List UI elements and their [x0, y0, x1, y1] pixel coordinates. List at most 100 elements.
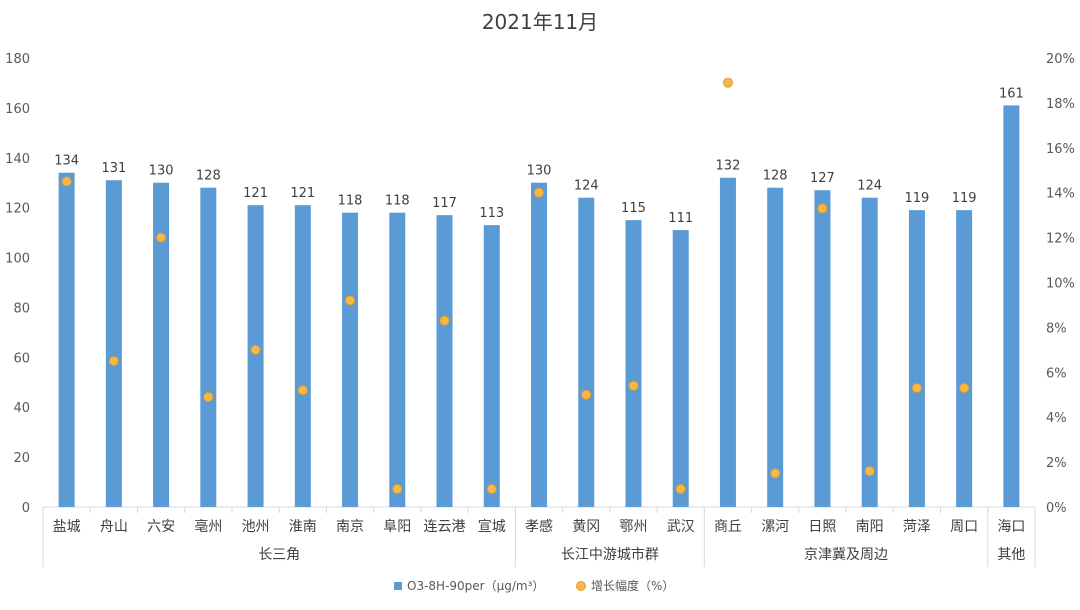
- y-right-tick-label: 2%: [1046, 456, 1067, 471]
- x-category-label: 宣城: [478, 519, 506, 535]
- bar: [200, 187, 217, 507]
- x-category-label: 海口: [997, 519, 1025, 535]
- growth-point: [675, 484, 686, 495]
- growth-point: [345, 295, 356, 306]
- bar-value-label: 113: [479, 206, 504, 221]
- bar-value-label: 119: [904, 191, 929, 206]
- bar-value-label: 118: [385, 194, 410, 209]
- growth-point: [250, 344, 261, 355]
- y-right-tick-label: 20%: [1046, 52, 1075, 67]
- y-left-tick-label: 180: [5, 52, 30, 67]
- bar-value-label: 121: [290, 186, 315, 201]
- bar: [814, 190, 831, 507]
- bar: [483, 225, 500, 507]
- growth-point: [392, 484, 403, 495]
- x-category-label: 南京: [336, 519, 364, 535]
- x-category-label: 池州: [242, 519, 270, 535]
- bar: [58, 172, 75, 507]
- bar: [625, 220, 642, 507]
- bar-value-label: 131: [101, 161, 126, 176]
- bar: [767, 187, 784, 507]
- y-right-tick-label: 18%: [1046, 97, 1075, 112]
- chart-title: 2021年11月: [482, 10, 598, 34]
- x-category-label: 盐城: [53, 519, 81, 535]
- y-left-tick-label: 60: [13, 351, 30, 366]
- group-label: 京津冀及周边: [804, 547, 888, 563]
- bar-value-label: 115: [621, 201, 646, 216]
- x-category-label: 鄂州: [619, 519, 647, 535]
- growth-point: [156, 232, 167, 243]
- y-right-tick-label: 6%: [1046, 366, 1067, 381]
- axes: 0 20 40 60 80 100 120 140 160 180 0% 2% 4% 6% 8% 10% 12%…: [5, 52, 1075, 567]
- bar: [1003, 105, 1020, 508]
- bar: [672, 230, 689, 507]
- y-right-tick-label: 10%: [1046, 277, 1075, 292]
- growth-point: [722, 77, 733, 88]
- x-category-label: 南阳: [856, 519, 884, 535]
- bar-value-label: 127: [810, 171, 835, 186]
- bar-value-label: 119: [952, 191, 977, 206]
- x-category-label: 武汉: [667, 519, 695, 535]
- x-category-label: 菏泽: [903, 519, 931, 535]
- bar: [153, 182, 170, 507]
- legend: O3-8H-90per（μg/m³） 增长幅度（%）: [394, 578, 674, 593]
- bar: [342, 212, 359, 507]
- bar: [531, 182, 547, 507]
- growth-point: [817, 203, 828, 214]
- legend-swatch-dot: [576, 581, 586, 591]
- x-category-label: 舟山: [100, 519, 128, 535]
- bar: [908, 210, 925, 507]
- growth-point: [864, 466, 875, 477]
- bar: [719, 177, 736, 507]
- x-category-label: 亳州: [194, 518, 222, 535]
- y-left-tick-label: 40: [13, 401, 30, 416]
- y-left-tick-label: 140: [5, 152, 30, 167]
- x-category-label: 黄冈: [572, 518, 600, 535]
- bar: [294, 205, 311, 507]
- bar-value-label: 128: [196, 169, 221, 184]
- growth-point: [534, 187, 544, 198]
- y-left-tick-label: 20: [13, 451, 30, 466]
- growth-series: [61, 77, 970, 495]
- y-right-tick-label: 12%: [1046, 232, 1075, 247]
- growth-point: [581, 389, 592, 400]
- x-category-label: 六安: [147, 519, 175, 535]
- bar-value-label: 124: [574, 179, 599, 194]
- growth-point: [911, 383, 922, 394]
- bar-value-label: 124: [857, 179, 882, 194]
- bar-value-label: 117: [432, 196, 457, 211]
- bar-series: 134 131 130 128 121 121 118 118 117 113 130 124 115 1…: [54, 86, 1024, 508]
- growth-point: [61, 176, 72, 187]
- bar: [105, 180, 122, 507]
- bar-value-label: 128: [763, 169, 788, 184]
- y-left-tick-label: 0: [22, 501, 30, 516]
- bar-value-label: 130: [527, 164, 552, 179]
- x-category-label: 连云港: [424, 519, 466, 535]
- legend-swatch-bar: [394, 582, 402, 590]
- y-left-tick-label: 80: [13, 301, 30, 316]
- bar: [861, 197, 878, 507]
- x-category-label: 周口: [950, 519, 978, 535]
- bar: [247, 205, 264, 507]
- bar: [956, 210, 973, 507]
- growth-point: [628, 380, 639, 391]
- bar: [578, 197, 595, 507]
- legend-label-dot: 增长幅度（%）: [591, 578, 674, 593]
- y-left-tick-label: 100: [5, 252, 30, 267]
- group-label: 长江中游城市群: [561, 546, 659, 563]
- growth-point: [439, 315, 450, 326]
- y-left-tick-label: 160: [5, 102, 30, 117]
- y-right-tick-label: 14%: [1046, 187, 1075, 202]
- growth-point: [108, 356, 119, 367]
- x-category-label: 漯河: [761, 519, 789, 535]
- legend-label-bar: O3-8H-90per（μg/m³）: [407, 579, 544, 593]
- bar-value-label: 121: [243, 186, 268, 201]
- bar-value-label: 111: [668, 211, 693, 226]
- bar-value-label: 118: [338, 194, 363, 209]
- group-label: 其他: [997, 547, 1025, 563]
- x-category-label: 商丘: [714, 519, 742, 535]
- x-category-label: 日照: [808, 519, 836, 535]
- y-right-tick-label: 16%: [1046, 142, 1075, 157]
- growth-point: [203, 391, 214, 402]
